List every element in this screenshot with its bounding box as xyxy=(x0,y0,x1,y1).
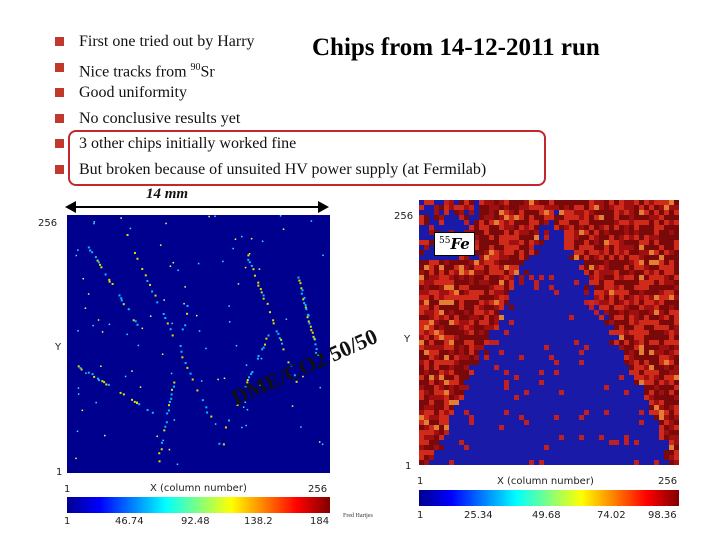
right-colorbar-tick: 74.02 xyxy=(597,510,626,521)
right-colorbar-tick: 1 xyxy=(417,510,424,521)
bullet-square-icon xyxy=(55,113,64,123)
left-x-right-tick: 256 xyxy=(308,484,328,495)
scale-arrow-icon xyxy=(65,201,329,213)
right-y-bottom-tick: 1 xyxy=(405,461,412,472)
left-colorbar-tick: 92.48 xyxy=(181,516,210,527)
left-colorbar-tick: 184 xyxy=(310,516,330,527)
bullet-square-icon xyxy=(55,37,64,46)
right-x-axis-label: X (column number) xyxy=(497,476,594,487)
bullet-item: Good uniformity xyxy=(55,82,486,108)
right-colorbar-tick: 98.36 xyxy=(648,510,677,521)
right-colorbar-tick: 49.68 xyxy=(532,510,561,521)
bullet-square-icon xyxy=(55,88,64,98)
right-colorbar xyxy=(419,490,679,506)
left-colorbar-tick: 46.74 xyxy=(115,516,144,527)
left-x-axis-label: X (column number) xyxy=(150,483,247,494)
bullet-item: 3 other chips initially worked fine xyxy=(55,133,486,159)
bullet-list: First one tried out by Harry Nice tracks… xyxy=(55,31,486,185)
scale-label: 14 mm xyxy=(146,186,189,202)
right-y-axis-label: Y xyxy=(404,334,411,345)
bullet-square-icon xyxy=(55,139,64,149)
bullet-square-icon xyxy=(55,62,64,72)
left-colorbar-tick: 138.2 xyxy=(244,516,273,527)
bullet-square-icon xyxy=(55,164,64,174)
left-y-axis-label: Y xyxy=(55,342,62,353)
right-x-right-tick: 256 xyxy=(658,476,678,487)
highlight-box xyxy=(68,130,546,186)
left-y-top-tick: 256 xyxy=(38,218,58,229)
right-y-top-tick: 256 xyxy=(394,211,414,222)
right-x-left-tick: 1 xyxy=(417,476,424,487)
left-x-left-tick: 1 xyxy=(64,484,71,495)
bullet-item: But broken because of unsuited HV power … xyxy=(55,159,486,185)
bullet-item: Nice tracks from 90Sr xyxy=(55,57,486,83)
slide-title: Chips from 14-12-2011 run xyxy=(312,34,600,61)
left-hitmap-plot xyxy=(67,215,330,473)
left-colorbar xyxy=(67,497,330,513)
left-colorbar-tick: 1 xyxy=(64,516,71,527)
bullet-item: First one tried out by Harry xyxy=(55,31,486,57)
right-colorbar-tick: 25.34 xyxy=(464,510,493,521)
source-label: 55Fe xyxy=(434,232,475,256)
left-y-bottom-tick: 1 xyxy=(56,467,63,478)
left-hitmap-canvas xyxy=(75,215,324,466)
bullet-item: No conclusive results yet xyxy=(55,108,486,134)
author-credit: Fred Hartjes xyxy=(343,513,373,519)
